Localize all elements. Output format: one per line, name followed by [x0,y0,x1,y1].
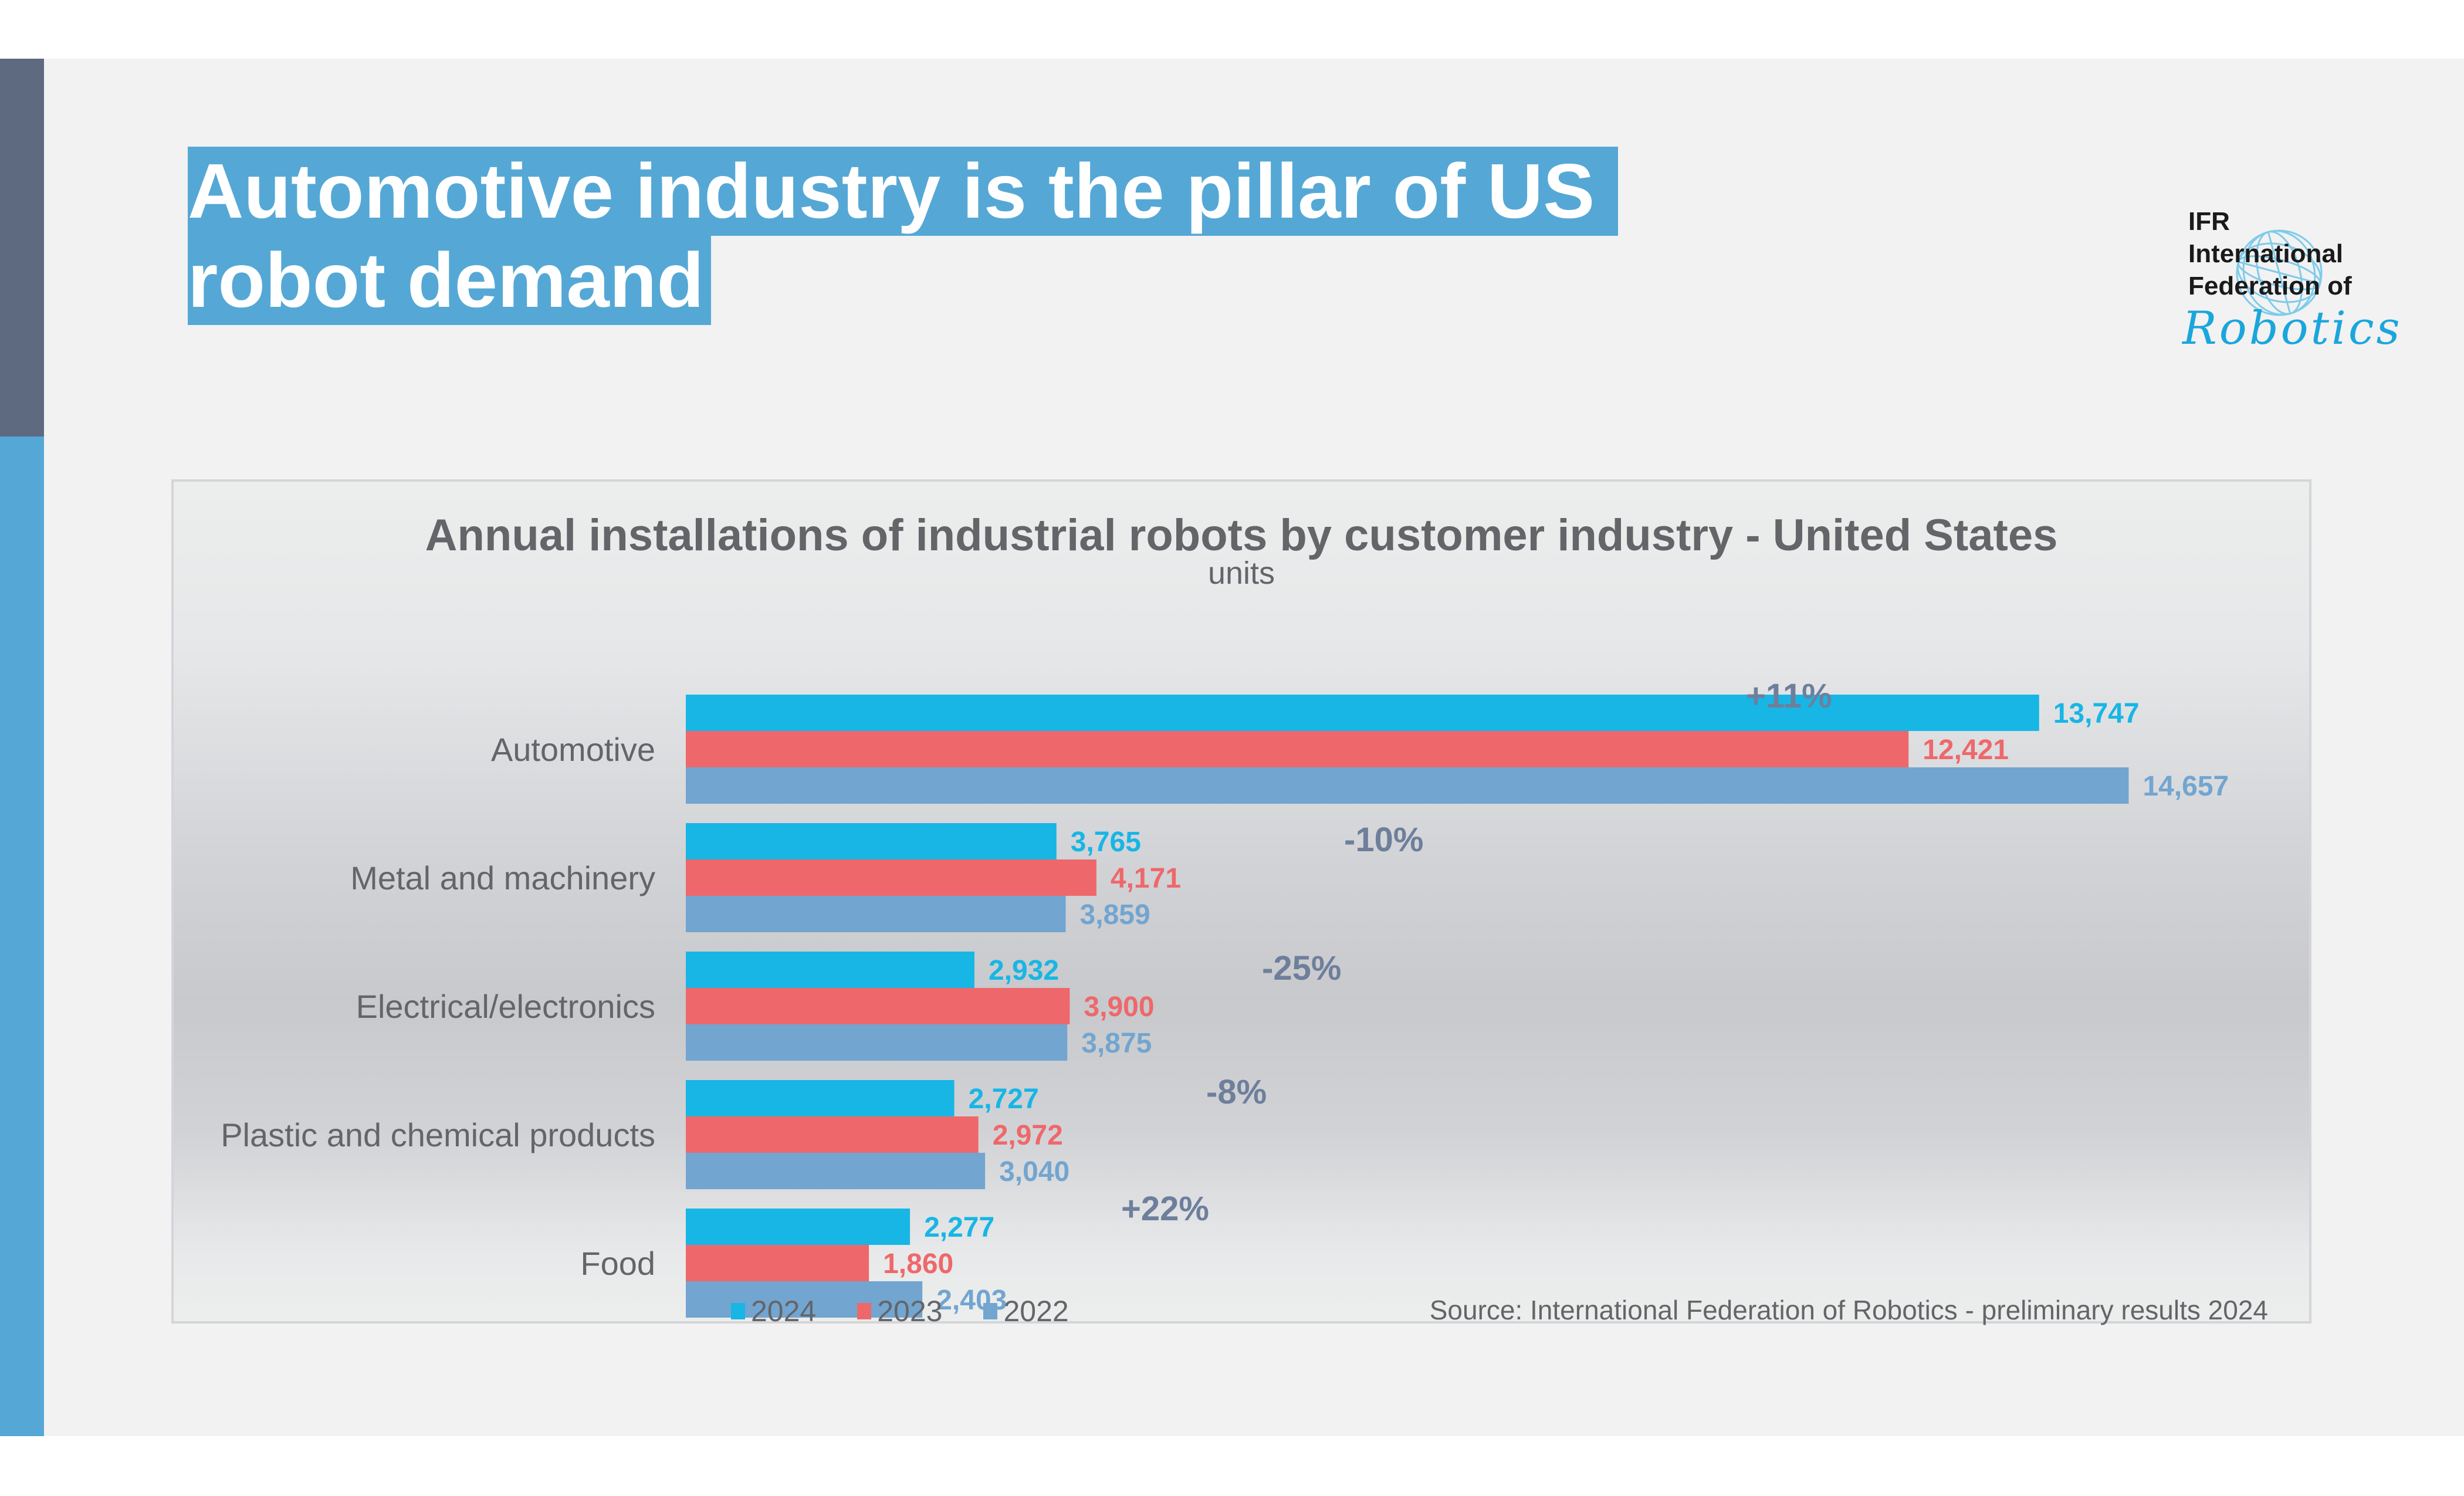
logo-line-2: International [2188,239,2344,268]
legend-swatch-2022 [983,1303,998,1319]
growth-annotation: -25% [1262,949,1341,987]
bar-2023 [686,1245,869,1281]
chart-title: Annual installations of industrial robot… [425,510,2058,560]
bar-2023 [686,731,1909,767]
logo-line-1: IFR [2188,207,2230,236]
bar-2022 [686,1024,1068,1061]
bar-group: Automotive 13,747 12,421 14,657 +11% [491,677,2229,804]
growth-annotation: -8% [1206,1073,1267,1111]
category-label: Automotive [491,731,655,768]
bar-2022 [686,896,1066,932]
logo-wordmark: IFR International Federation of [2188,205,2352,302]
chart-panel: Automotive 13,747 12,421 14,657 +11% Metal an… [171,479,2311,1328]
value-label-2023: 2,972 [993,1120,1063,1151]
bar-2022 [686,1281,923,1318]
chart-subtitle: units [1207,556,1275,591]
bar-2022 [686,1153,986,1189]
value-label-2022: 3,859 [1080,899,1150,930]
legend-label-2023: 2023 [877,1295,943,1328]
source-note: Source: International Federation of Robo… [1429,1295,2268,1325]
value-label-2024: 2,932 [989,955,1059,986]
bar-2024 [686,1080,955,1116]
slide-headline: Automotive industry is the pillar of US … [188,147,1619,325]
globe-icon [2236,229,2323,316]
slide: Automotive industry is the pillar of US … [0,59,2464,1436]
legend-item-2023: 2023 [857,1294,942,1328]
value-label-2024: 2,277 [924,1212,994,1243]
bar-2024 [686,695,2039,731]
growth-annotation: +22% [1121,1190,1209,1228]
bar-2023 [686,859,1096,896]
value-label-2024: 13,747 [2053,698,2140,729]
category-label: Food [580,1245,655,1282]
legend-item-2024: 2024 [731,1294,816,1328]
bar-group: Electrical/electronics 2,932 3,900 3,875 -25… [356,949,1341,1061]
bar-2023 [686,1116,979,1153]
legend-swatch-2023 [857,1303,872,1319]
value-label-2022: 3,875 [1081,1028,1152,1059]
ifr-logo: IFR International Federation of Robotics [2182,147,2417,370]
bar-group: Plastic and chemical products 2,727 2,972 3… [221,1073,1267,1189]
bar-2023 [686,988,1070,1024]
chart-legend: 2024 2023 2022 [731,1294,1069,1328]
logo-script-text: Robotics [2182,302,2402,355]
growth-annotation: +11% [1746,677,1832,715]
value-label-2022: 14,657 [2143,771,2229,802]
bar-2024 [686,952,974,988]
value-label-2023: 4,171 [1111,863,1181,894]
category-label: Plastic and chemical products [221,1116,655,1153]
bar-2024 [686,1209,911,1245]
bar-group: Metal and machinery 3,765 4,171 3,859 -10% [350,821,1423,932]
value-label-2023: 1,860 [883,1248,953,1280]
legend-label-2024: 2024 [751,1295,817,1328]
sidebar-accent-top [0,59,44,436]
value-label-2023: 12,421 [1923,735,2009,766]
bar-chart: Automotive 13,747 12,421 14,657 +11% Metal an… [221,677,2229,1318]
bar-2022 [686,767,2129,804]
growth-annotation: -10% [1344,821,1423,859]
value-label-2024: 3,765 [1071,827,1141,858]
sidebar-accent-bottom [0,436,44,1436]
category-label: Electrical/electronics [356,988,655,1025]
legend-swatch-2024 [731,1303,745,1319]
legend-label-2022: 2022 [1003,1295,1069,1328]
headline-line-2: robot demand [188,236,711,325]
bar-2024 [686,823,1057,859]
category-label: Metal and machinery [350,859,655,896]
headline-line-1: Automotive industry is the pillar of US [188,147,1619,236]
logo-line-3: Federation of [2188,272,2352,300]
value-label-2024: 2,727 [969,1084,1039,1115]
value-label-2022: 3,040 [999,1156,1069,1187]
value-label-2023: 3,900 [1084,991,1154,1023]
legend-item-2022: 2022 [983,1294,1069,1328]
